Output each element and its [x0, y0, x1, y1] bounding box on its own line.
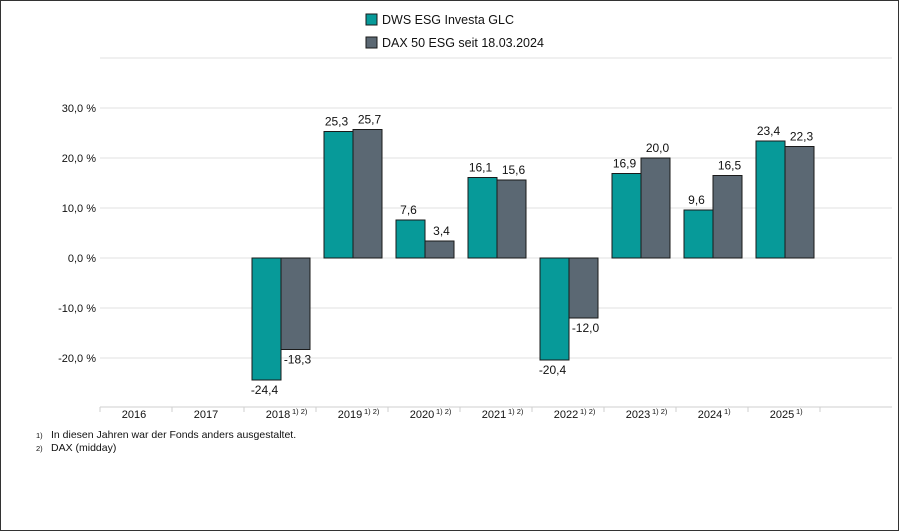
data-label-fund-2025: 23,4	[757, 124, 781, 138]
data-label-index-2025: 22,3	[790, 130, 814, 144]
data-label-index-2024: 16,5	[718, 159, 742, 173]
bar-index-2023	[640, 157, 671, 259]
x-tick-note-2018: 1) 2)	[292, 407, 308, 416]
bar-fund-2024	[683, 209, 714, 259]
bar-fund-2021	[467, 177, 498, 259]
x-tick-note-2021: 1) 2)	[508, 407, 524, 416]
x-tick-label-2018: 2018	[266, 409, 290, 421]
x-tick-label-2019: 2019	[338, 409, 362, 421]
footnote-1-text: In diesen Jahren war der Fonds anders au…	[51, 429, 297, 441]
x-tick-note-2022: 1) 2)	[580, 407, 596, 416]
y-tick-label-5: -20,0 %	[58, 353, 96, 365]
x-tick-label-2016: 2016	[122, 409, 146, 421]
x-tick-note-2020: 1) 2)	[436, 407, 452, 416]
data-label-fund-2020: 7,6	[400, 203, 417, 217]
bar-fund-2018	[251, 257, 282, 381]
x-tick-note-2024: 1)	[724, 407, 731, 416]
bar-fund-2020	[395, 219, 426, 259]
x-tick-note-2019: 1) 2)	[364, 407, 380, 416]
bar-index-2022	[568, 257, 599, 319]
footnote-2-mark: 2)	[36, 444, 43, 453]
footnote-1-mark: 1)	[36, 431, 43, 440]
bar-index-2021	[496, 179, 527, 259]
y-tick-label-3: 0,0 %	[68, 253, 96, 265]
data-label-fund-2024: 9,6	[688, 193, 705, 207]
x-tick-label-2024: 2024	[698, 409, 722, 421]
bar-fund-2022	[539, 257, 570, 361]
x-tick-label-2025: 2025	[770, 409, 794, 421]
data-label-fund-2023: 16,9	[613, 157, 637, 171]
data-label-index-2018: -18,3	[284, 353, 312, 367]
data-label-index-2023: 20,0	[646, 141, 670, 155]
data-label-index-2019: 25,7	[358, 113, 382, 127]
x-tick-label-2017: 2017	[194, 409, 218, 421]
x-tick-label-2023: 2023	[626, 409, 650, 421]
x-tick-label-2021: 2021	[482, 409, 506, 421]
data-label-index-2022: -12,0	[572, 321, 600, 335]
legend-label-index: DAX 50 ESG seit 18.03.2024	[382, 36, 544, 50]
data-label-fund-2022: -20,4	[539, 363, 567, 377]
footnotes: 1) In diesen Jahren war der Fonds anders…	[36, 429, 296, 455]
y-tick-label-4: -10,0 %	[58, 303, 96, 315]
x-tick-note-2025: 1)	[796, 407, 803, 416]
data-label-fund-2018: -24,4	[251, 383, 279, 397]
bar-fund-2025	[755, 140, 786, 259]
legend-label-fund: DWS ESG Investa GLC	[382, 13, 514, 27]
y-tick-label-0: 30,0 %	[62, 103, 96, 115]
bar-index-2025	[784, 146, 815, 259]
bar-fund-2023	[611, 173, 642, 259]
x-tick-label-2020: 2020	[410, 409, 434, 421]
data-label-fund-2019: 25,3	[325, 115, 349, 129]
bar-index-2020	[424, 240, 455, 259]
footnote-2: 2) DAX (midday)	[36, 442, 296, 455]
bar-fund-2019	[323, 131, 354, 259]
footnote-2-text: DAX (midday)	[51, 442, 117, 454]
data-label-fund-2021: 16,1	[469, 161, 493, 175]
data-label-index-2020: 3,4	[433, 224, 450, 238]
x-tick-label-2022: 2022	[554, 409, 578, 421]
y-tick-label-1: 20,0 %	[62, 153, 96, 165]
bar-index-2024	[712, 175, 743, 259]
footnote-1: 1) In diesen Jahren war der Fonds anders…	[36, 429, 296, 442]
bar-index-2018	[280, 257, 311, 350]
x-tick-note-2023: 1) 2)	[652, 407, 668, 416]
bar-index-2019	[352, 129, 383, 259]
data-label-index-2021: 15,6	[502, 163, 526, 177]
legend-swatch-fund	[365, 13, 378, 26]
y-tick-label-2: 10,0 %	[62, 203, 96, 215]
legend-swatch-index	[365, 36, 378, 49]
